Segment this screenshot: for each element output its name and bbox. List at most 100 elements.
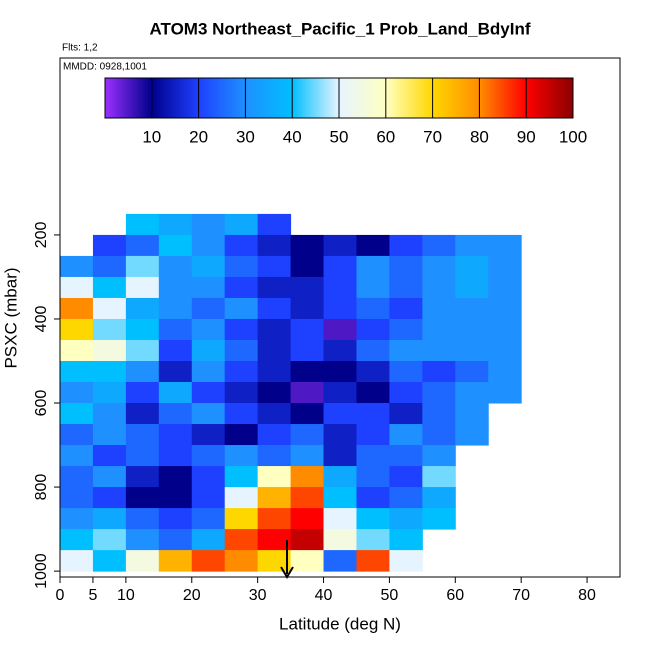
heat-cell <box>92 466 127 488</box>
heat-cell <box>257 297 292 320</box>
heat-cell <box>60 508 94 530</box>
heat-cell <box>257 318 292 341</box>
heat-cell <box>224 318 259 341</box>
heat-cell <box>488 234 522 257</box>
heat-cell <box>389 318 423 341</box>
heat-cell <box>158 529 193 551</box>
heat-cell <box>60 445 94 467</box>
heat-cell <box>455 297 489 320</box>
heat-cell <box>290 297 325 320</box>
heat-cell <box>125 255 160 278</box>
heat-cell <box>290 382 325 404</box>
heat-cell <box>455 318 489 341</box>
heat-cell <box>125 424 160 446</box>
heat-cell <box>488 339 522 362</box>
colorbar-tick-label: 70 <box>423 127 442 146</box>
heat-cell <box>356 445 390 467</box>
heat-cell <box>257 424 292 446</box>
x-axis-label: Latitude (deg N) <box>279 614 401 633</box>
heat-cell <box>455 255 489 278</box>
heat-cell <box>125 339 160 362</box>
heat-cell <box>224 339 259 362</box>
heat-cell <box>422 445 456 467</box>
heat-cell <box>422 487 456 509</box>
heat-cell <box>158 508 193 530</box>
heat-cell <box>92 255 127 278</box>
heat-cell <box>257 234 292 257</box>
heat-cell <box>125 234 160 257</box>
heat-cell <box>389 424 423 446</box>
heat-cell <box>92 382 127 404</box>
heat-cell <box>224 382 259 404</box>
heat-cell <box>92 403 127 425</box>
heat-cell <box>60 339 94 362</box>
x-tick-label: 30 <box>249 587 267 604</box>
heatmap <box>60 213 522 572</box>
heat-cell <box>125 360 160 383</box>
x-tick-label: 70 <box>512 587 530 604</box>
heat-cell <box>257 360 292 383</box>
heat-cell <box>60 424 94 446</box>
heat-cell <box>158 213 193 236</box>
chart-title: ATOM3 Northeast_Pacific_1 Prob_Land_BdyI… <box>149 19 530 38</box>
heat-cell <box>323 487 357 509</box>
heat-cell <box>224 445 259 467</box>
heat-cell <box>191 529 226 551</box>
flight-arrow <box>280 540 294 579</box>
x-tick-label: 10 <box>117 587 135 604</box>
heat-cell <box>389 529 423 551</box>
colorbar-tick-label: 30 <box>236 127 255 146</box>
heat-cell <box>290 276 325 299</box>
heat-cell <box>60 529 94 551</box>
heat-cell <box>191 466 226 488</box>
heat-cell <box>422 508 456 530</box>
heat-cell <box>290 234 325 257</box>
heat-cell <box>158 360 193 383</box>
heat-cell <box>290 424 325 446</box>
heat-cell <box>422 297 456 320</box>
heat-cell <box>125 318 160 341</box>
heat-cell <box>389 487 423 509</box>
heat-cell <box>488 255 522 278</box>
heat-cell <box>224 213 259 236</box>
heat-cell <box>488 360 522 383</box>
y-tick-label: 400 <box>33 306 50 333</box>
heat-cell <box>323 550 357 572</box>
heat-cell <box>323 276 357 299</box>
heat-cell <box>323 508 357 530</box>
heat-cell <box>191 382 226 404</box>
heat-cell <box>224 466 259 488</box>
heat-cell <box>422 234 456 257</box>
heat-cell <box>224 360 259 383</box>
heat-cell <box>356 234 390 257</box>
heat-cell <box>60 550 94 572</box>
y-tick-label: 800 <box>33 474 50 501</box>
heat-cell <box>60 318 94 341</box>
heat-cell <box>92 529 127 551</box>
heat-cell <box>290 403 325 425</box>
heat-cell <box>257 508 292 530</box>
heat-cell <box>488 382 522 404</box>
heat-cell <box>158 403 193 425</box>
heat-cell <box>455 339 489 362</box>
heat-cell <box>356 318 390 341</box>
heat-cell <box>125 276 160 299</box>
heat-cell <box>488 276 522 299</box>
heat-cell <box>422 318 456 341</box>
heat-cell <box>257 276 292 299</box>
heat-cell <box>158 318 193 341</box>
heat-cell <box>60 382 94 404</box>
heat-cell <box>158 487 193 509</box>
heat-cell <box>356 508 390 530</box>
heat-cell <box>422 255 456 278</box>
heat-cell <box>422 276 456 299</box>
heat-cell <box>257 403 292 425</box>
heat-cell <box>323 466 357 488</box>
heat-cell <box>191 297 226 320</box>
heat-cell <box>257 213 292 236</box>
heat-cell <box>92 297 127 320</box>
heat-cell <box>257 550 292 572</box>
heat-cell <box>323 318 357 341</box>
heat-cell <box>356 255 390 278</box>
heat-cell <box>323 529 357 551</box>
